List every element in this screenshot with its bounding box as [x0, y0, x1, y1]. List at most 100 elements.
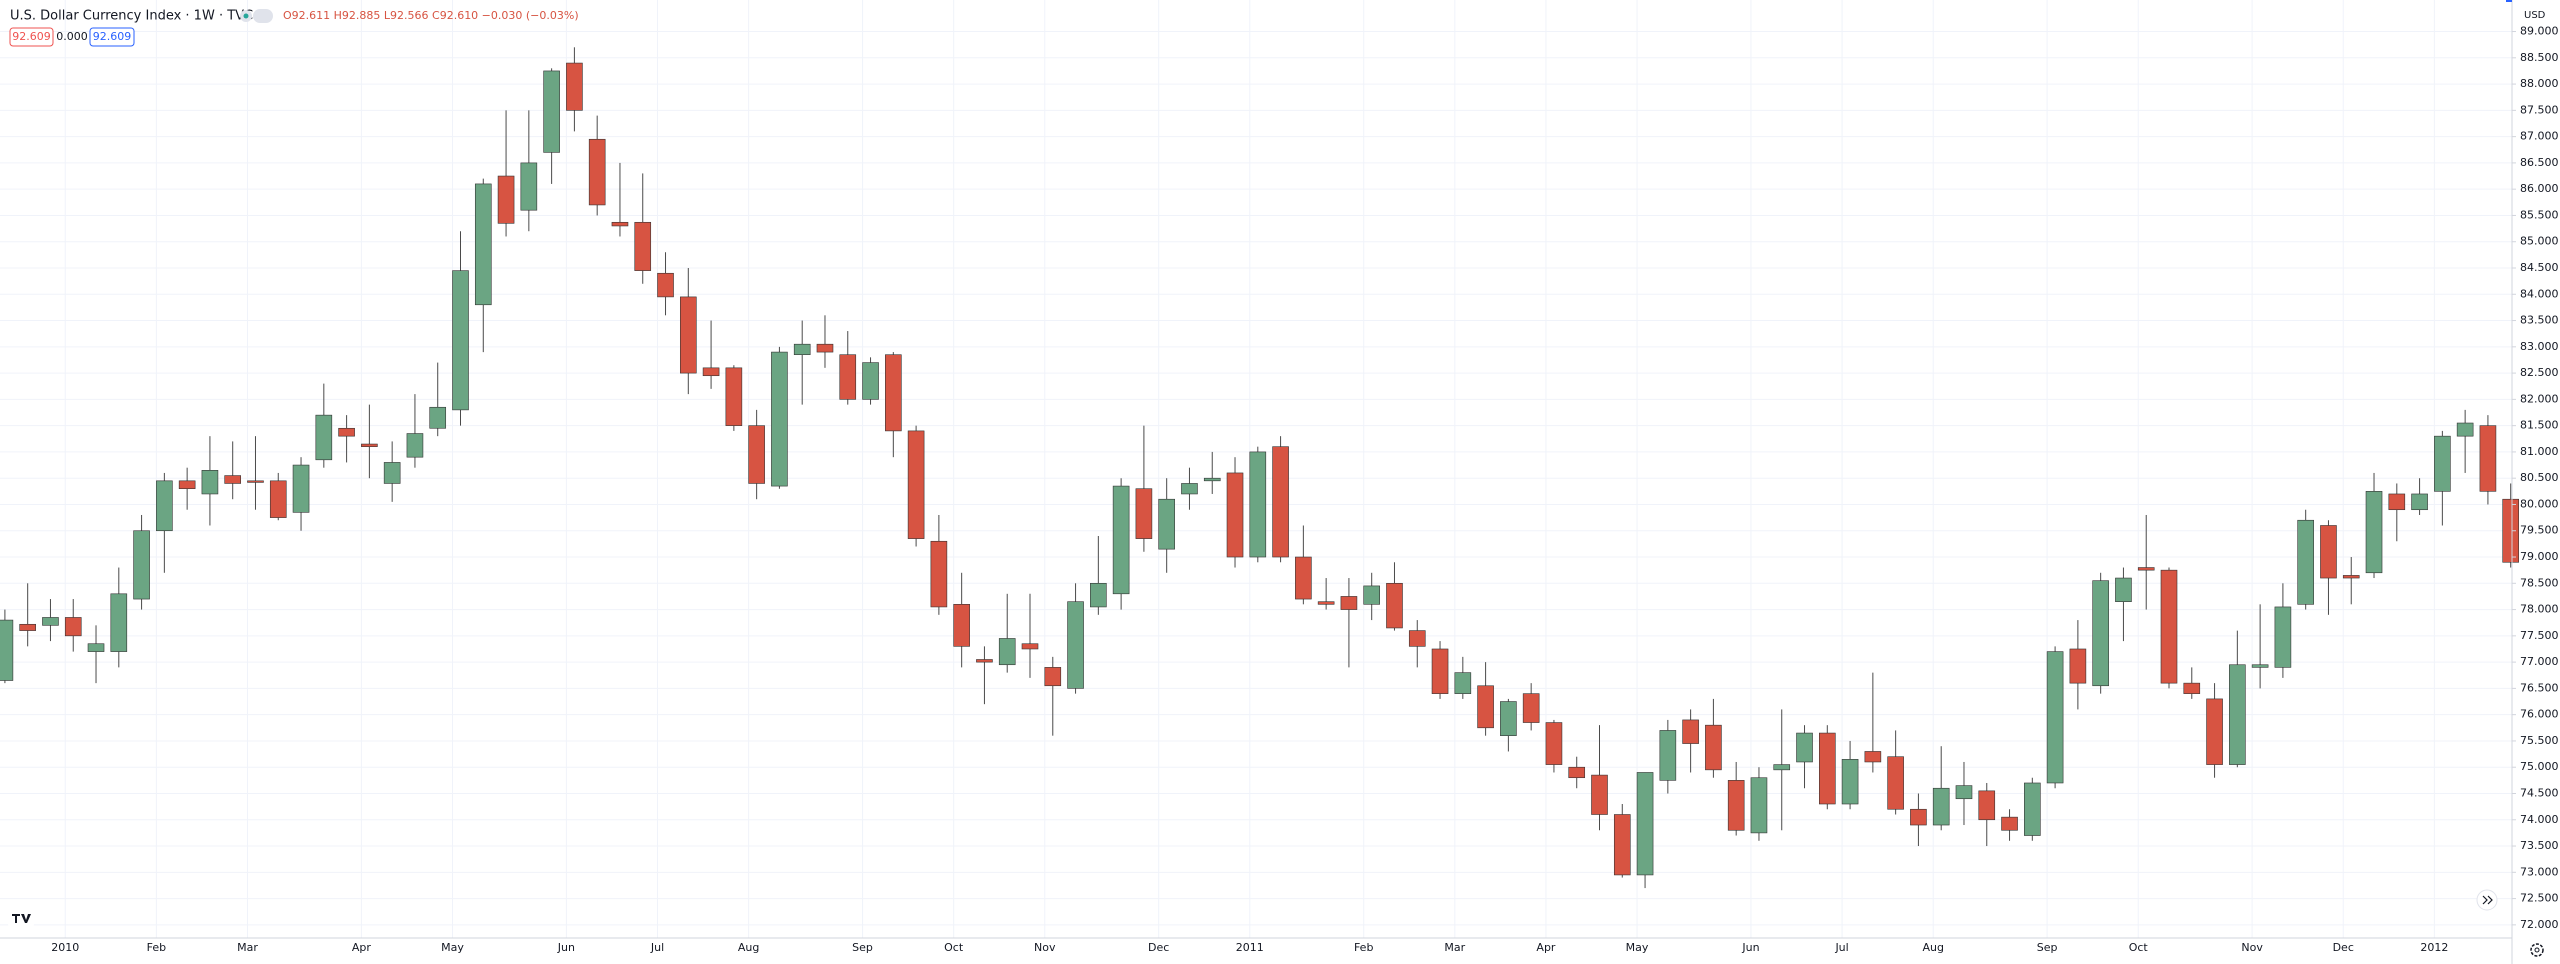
currency-label[interactable]: USD [2524, 10, 2546, 21]
gear [2530, 943, 2544, 957]
y-tick-label: 86.500 [2520, 156, 2559, 169]
settings-button[interactable] [2530, 943, 2544, 957]
y-tick-label: 74.500 [2520, 786, 2559, 799]
candle-body [2411, 493, 2428, 511]
buy-button[interactable] [89, 27, 135, 47]
candle-body [1158, 498, 1175, 550]
sell-button[interactable] [9, 27, 54, 47]
candle-body [657, 272, 674, 298]
y-tick-label: 86.000 [2520, 182, 2559, 195]
candle-body [1545, 722, 1563, 765]
y-tick-label: 73.000 [2520, 865, 2559, 878]
candle-body [19, 623, 36, 631]
y-tick-label: 85.000 [2520, 235, 2559, 248]
candle-body [269, 480, 287, 518]
candle-body [2069, 648, 2087, 684]
candle-body [1272, 446, 1289, 558]
x-tick-label: Feb [1354, 941, 1373, 954]
y-tick-label: 74.000 [2520, 813, 2559, 826]
candle-body [2479, 425, 2497, 492]
scroll-arrows [2482, 895, 2493, 905]
candle-body [998, 638, 1016, 666]
y-tick-label: 87.000 [2520, 130, 2559, 143]
logo-bg [8, 908, 34, 928]
candle-body [2251, 664, 2269, 668]
logo-mark [12, 914, 31, 923]
candle-body [611, 221, 629, 227]
y-tick-label: 80.000 [2520, 497, 2559, 510]
candle-body [1727, 780, 1745, 831]
candle-body [816, 343, 834, 353]
candle-body [1819, 732, 1836, 805]
candle-body [1203, 477, 1221, 482]
candle-body [1796, 732, 1813, 763]
candle-body [1386, 582, 1403, 629]
candle-body [178, 480, 196, 490]
candle-body [1613, 814, 1631, 876]
scroll-button[interactable] [2476, 889, 2498, 911]
x-tick-label: Oct [944, 941, 964, 954]
candle-body [224, 475, 241, 484]
sell-price: 92.609 [12, 30, 51, 43]
candle-body [543, 70, 560, 153]
candle-body [1887, 756, 1904, 810]
candle-body [1750, 777, 1768, 834]
tv-logo[interactable] [8, 908, 34, 928]
candle-body [201, 470, 219, 495]
x-tick-label: Aug [738, 941, 759, 954]
x-tick-label: Dec [1148, 941, 1169, 954]
y-tick-label: 84.000 [2520, 287, 2559, 300]
x-tick-label: 2011 [1236, 941, 1264, 954]
candle-body [1317, 601, 1335, 605]
y-tick-label: 73.500 [2520, 839, 2559, 852]
x-tick-label: Jun [557, 941, 575, 954]
candle-body [839, 354, 857, 400]
y-tick-label: 78.500 [2520, 576, 2559, 589]
menu-toggle[interactable] [253, 9, 273, 23]
y-tick-label: 83.500 [2520, 314, 2559, 327]
candle-body [1682, 719, 1699, 744]
candle-body [474, 183, 492, 306]
candle-body [1090, 582, 1107, 608]
candle-body [2092, 580, 2109, 687]
candle-body [383, 462, 401, 484]
candle-body [1659, 730, 1677, 781]
y-tick-label: 87.500 [2520, 103, 2559, 116]
candle-body [0, 619, 14, 681]
candle-body [862, 362, 879, 400]
y-tick-label: 82.500 [2520, 366, 2559, 379]
candle-body [566, 62, 583, 111]
x-tick-label: Jun [1741, 941, 1759, 954]
candle-body [406, 433, 424, 458]
candle-body [247, 480, 264, 483]
symbol-title[interactable]: U.S. Dollar Currency Index · 1W · TVC [10, 9, 253, 24]
candle-body [1135, 488, 1153, 539]
x-tick-label: 2012 [2420, 941, 2448, 954]
candle-body [771, 351, 788, 487]
x-tick-label: Nov [1034, 941, 1056, 954]
candle-body [1454, 672, 1472, 694]
candle-body [1500, 701, 1517, 736]
candle-body [133, 530, 150, 600]
candle-body [953, 604, 970, 647]
x-tick-label: Oct [2129, 941, 2149, 954]
candle-body [1705, 724, 1722, 771]
candle-body [1363, 585, 1380, 605]
candle-body [793, 343, 811, 356]
candle-body [452, 270, 469, 411]
x-tick-label: Mar [237, 941, 258, 954]
candle-body [1112, 485, 1130, 595]
candle-body [1181, 483, 1198, 495]
edge-marker [2506, 0, 2512, 2]
candle-body [1773, 764, 1791, 771]
candle-body [1591, 774, 1608, 815]
x-tick-label: Sep [2037, 941, 2058, 954]
candle-body [156, 480, 173, 532]
status-dot [243, 13, 249, 19]
candle-body [42, 617, 59, 626]
x-tick-label: May [1626, 941, 1649, 954]
candle-body [1340, 596, 1358, 610]
candle-body [1295, 556, 1312, 600]
gear-center [2534, 947, 2540, 953]
